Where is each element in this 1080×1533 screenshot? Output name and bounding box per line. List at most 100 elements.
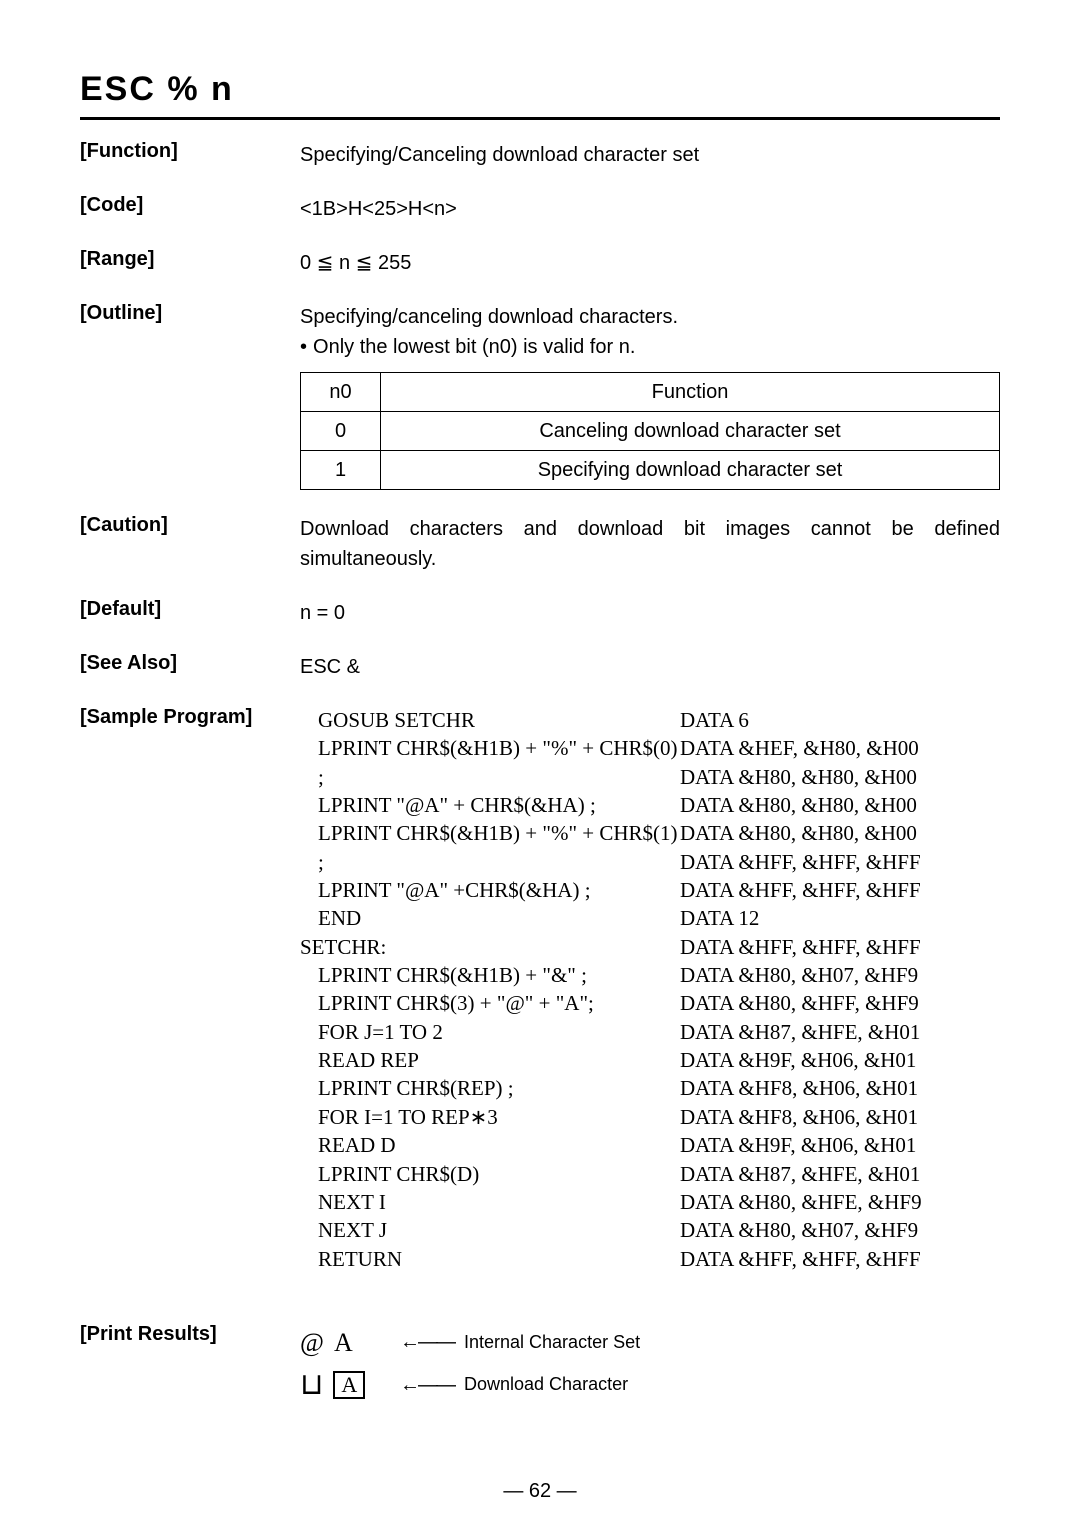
code-line: LPRINT "@A" +CHR$(&HA) ; — [300, 876, 680, 904]
label-default: [Default] — [80, 598, 300, 628]
code-line: LPRINT CHR$(REP) ; — [300, 1074, 680, 1102]
label-printresults: [Print Results] — [80, 1323, 300, 1400]
arrow-icon: ←—— — [400, 1370, 454, 1400]
code-line: GOSUB SETCHR — [300, 706, 680, 734]
code-line: DATA &H87, &HFE, &H01 — [680, 1160, 1000, 1188]
code-line: DATA &H9F, &H06, &H01 — [680, 1131, 1000, 1159]
code-line: DATA &HFF, &HFF, &HFF — [680, 876, 1000, 904]
code-right-column: DATA 6DATA &HEF, &H80, &H00DATA &H80, &H… — [680, 706, 1000, 1273]
outline-bullet: • — [300, 332, 307, 362]
row-sample: [Sample Program] GOSUB SETCHRLPRINT CHR$… — [80, 706, 1000, 1273]
outline-table: n0 Function 0 Canceling download charact… — [300, 372, 1000, 490]
code-line: LPRINT CHR$(3) + "@" + "A"; — [300, 989, 680, 1017]
pr-line-1: @ A ←—— Internal Character Set — [300, 1323, 1000, 1362]
pr-line-2: ⊔ A ←—— Download Character — [300, 1370, 1000, 1400]
arrow-label-1: ←—— Internal Character Set — [400, 1327, 640, 1357]
th-n0: n0 — [301, 373, 381, 412]
command-title: ESC % n — [80, 70, 1000, 109]
code-line: FOR J=1 TO 2 — [300, 1018, 680, 1046]
value-seealso: ESC & — [300, 652, 1000, 682]
code-line: LPRINT CHR$(&H1B) + "&" ; — [300, 961, 680, 989]
arrow-icon: ←—— — [400, 1327, 454, 1357]
title-rule — [80, 117, 1000, 120]
value-default: n = 0 — [300, 598, 1000, 628]
value-function: Specifying/Canceling download character … — [300, 140, 1000, 170]
table-row: 1 Specifying download character set — [301, 451, 1000, 490]
row-function: [Function] Specifying/Canceling download… — [80, 140, 1000, 170]
value-outline: Specifying/canceling download characters… — [300, 302, 1000, 490]
td: Canceling download character set — [381, 412, 1000, 451]
code-line: NEXT I — [300, 1188, 680, 1216]
code-line: DATA &H80, &HFF, &HF9 — [680, 989, 1000, 1017]
code-line: DATA &HFF, &HFF, &HFF — [680, 1245, 1000, 1273]
row-caution: [Caution] Download characters and downlo… — [80, 514, 1000, 574]
row-code: [Code] <1B>H<25>H<n> — [80, 194, 1000, 224]
code-line: NEXT J — [300, 1216, 680, 1244]
page-number: — 62 — — [0, 1480, 1080, 1503]
arrow-text-2: Download Character — [464, 1371, 628, 1398]
code-line: FOR I=1 TO REP∗3 — [300, 1103, 680, 1131]
code-line: DATA &HF8, &H06, &H01 — [680, 1103, 1000, 1131]
value-printresults: @ A ←—— Internal Character Set ⊔ A ←—— D… — [300, 1323, 1000, 1400]
row-default: [Default] n = 0 — [80, 598, 1000, 628]
label-function: [Function] — [80, 140, 300, 170]
label-outline: [Outline] — [80, 302, 300, 490]
code-line: DATA &H80, &H80, &H00 — [680, 791, 1000, 819]
table-row: 0 Canceling download character set — [301, 412, 1000, 451]
code-line: END — [300, 904, 680, 932]
code-line: RETURN — [300, 1245, 680, 1273]
arrow-text-1: Internal Character Set — [464, 1329, 640, 1356]
outline-line1: Specifying/canceling download characters… — [300, 302, 1000, 332]
label-code: [Code] — [80, 194, 300, 224]
value-code: <1B>H<25>H<n> — [300, 194, 1000, 224]
table-header-row: n0 Function — [301, 373, 1000, 412]
glyphs-download: ⊔ A — [300, 1370, 380, 1400]
td: 1 — [301, 451, 381, 490]
code-line: DATA &HFF, &HFF, &HFF — [680, 848, 1000, 876]
code-line: DATA &H80, &H07, &HF9 — [680, 961, 1000, 989]
glyph-at: @ — [300, 1323, 324, 1362]
td: 0 — [301, 412, 381, 451]
th-function: Function — [381, 373, 1000, 412]
code-line: READ D — [300, 1131, 680, 1159]
glyphs-internal: @ A — [300, 1323, 380, 1362]
code-line: LPRINT "@A" + CHR$(&HA) ; — [300, 791, 680, 819]
code-line: LPRINT CHR$(&H1B) + "%" + CHR$(1) ; — [300, 819, 680, 876]
download-glyph-1: ⊔ — [300, 1370, 323, 1400]
value-caution: Download characters and download bit ima… — [300, 514, 1000, 574]
code-line: LPRINT CHR$(D) — [300, 1160, 680, 1188]
outline-line2-text: Only the lowest bit (n0) is valid for n. — [313, 332, 635, 362]
code-line: DATA &H80, &H80, &H00 — [680, 763, 1000, 791]
code-line: DATA &HF8, &H06, &H01 — [680, 1074, 1000, 1102]
code-line: DATA &HEF, &H80, &H00 — [680, 734, 1000, 762]
code-line: LPRINT CHR$(&H1B) + "%" + CHR$(0) ; — [300, 734, 680, 791]
code-line: DATA &HFF, &HFF, &HFF — [680, 933, 1000, 961]
label-range: [Range] — [80, 248, 300, 278]
outline-line2: • Only the lowest bit (n0) is valid for … — [300, 332, 1000, 362]
download-glyph-2: A — [333, 1371, 365, 1399]
code-line: DATA 6 — [680, 706, 1000, 734]
code-line: DATA 12 — [680, 904, 1000, 932]
label-sample: [Sample Program] — [80, 706, 300, 1273]
value-sample: GOSUB SETCHRLPRINT CHR$(&H1B) + "%" + CH… — [300, 706, 1000, 1273]
code-left-column: GOSUB SETCHRLPRINT CHR$(&H1B) + "%" + CH… — [300, 706, 680, 1273]
code-columns: GOSUB SETCHRLPRINT CHR$(&H1B) + "%" + CH… — [300, 706, 1000, 1273]
arrow-label-2: ←—— Download Character — [400, 1370, 628, 1400]
glyph-a: A — [334, 1323, 353, 1362]
row-seealso: [See Also] ESC & — [80, 652, 1000, 682]
code-line: DATA &H9F, &H06, &H01 — [680, 1046, 1000, 1074]
label-caution: [Caution] — [80, 514, 300, 574]
row-printresults: [Print Results] @ A ←—— Internal Charact… — [80, 1323, 1000, 1400]
td: Specifying download character set — [381, 451, 1000, 490]
code-line: DATA &H87, &HFE, &H01 — [680, 1018, 1000, 1046]
code-line: READ REP — [300, 1046, 680, 1074]
row-outline: [Outline] Specifying/canceling download … — [80, 302, 1000, 490]
code-line: DATA &H80, &HFE, &HF9 — [680, 1188, 1000, 1216]
code-line: SETCHR: — [300, 933, 680, 961]
value-range: 0 ≦ n ≦ 255 — [300, 248, 1000, 278]
row-range: [Range] 0 ≦ n ≦ 255 — [80, 248, 1000, 278]
label-seealso: [See Also] — [80, 652, 300, 682]
code-line: DATA &H80, &H07, &HF9 — [680, 1216, 1000, 1244]
code-line: DATA &H80, &H80, &H00 — [680, 819, 1000, 847]
print-results-graphic: @ A ←—— Internal Character Set ⊔ A ←—— D… — [300, 1323, 1000, 1400]
